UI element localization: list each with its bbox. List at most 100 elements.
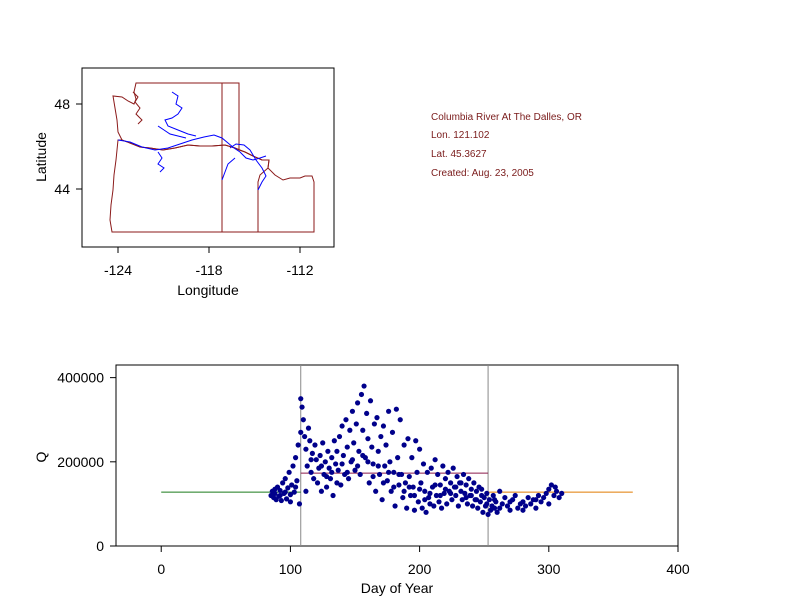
data-point — [404, 505, 410, 511]
data-point — [424, 469, 430, 475]
data-point — [339, 423, 345, 429]
data-point — [484, 501, 490, 507]
data-point — [433, 492, 440, 499]
data-point — [473, 488, 480, 494]
map-frame — [81, 67, 335, 248]
data-point — [286, 469, 292, 475]
data-point — [318, 488, 325, 494]
data-point — [282, 476, 288, 482]
data-point — [502, 494, 508, 501]
data-point — [546, 501, 552, 507]
data-point — [285, 485, 291, 491]
data-point — [370, 473, 376, 480]
data-point — [345, 476, 352, 482]
data-point — [322, 459, 328, 465]
data-point — [389, 429, 396, 435]
data-point — [477, 499, 483, 505]
data-point — [480, 509, 486, 515]
chart-xlabel: Day of Year — [361, 580, 434, 596]
data-point — [440, 463, 446, 469]
data-point — [431, 503, 437, 509]
data-point — [388, 488, 394, 494]
data-point — [304, 463, 310, 469]
data-point — [344, 469, 350, 475]
data-point — [460, 471, 467, 478]
data-point — [520, 507, 526, 513]
data-point — [380, 423, 387, 429]
chart-ylabel: Q — [33, 451, 49, 462]
data-point — [334, 448, 340, 454]
data-point — [391, 484, 397, 490]
data-point — [387, 459, 393, 465]
data-point — [340, 452, 346, 459]
data-point — [428, 465, 434, 471]
data-point — [347, 427, 353, 433]
data-point — [491, 497, 498, 503]
data-point — [417, 486, 423, 492]
data-point — [371, 421, 377, 427]
data-point — [280, 480, 286, 486]
willamette-river — [157, 151, 165, 173]
data-point — [391, 469, 397, 475]
data-point — [307, 438, 313, 444]
data-point — [475, 505, 481, 511]
data-point — [396, 482, 402, 488]
data-point — [386, 408, 392, 414]
data-point — [442, 486, 449, 492]
data-point — [515, 505, 521, 511]
data-point — [458, 488, 464, 494]
data-point — [453, 492, 459, 499]
data-point — [437, 482, 443, 488]
state-borders — [109, 82, 315, 233]
data-point — [559, 490, 565, 496]
data-point — [411, 507, 418, 513]
data-point — [541, 494, 547, 501]
data-point — [432, 457, 438, 463]
data-point — [384, 478, 390, 484]
data-point — [352, 467, 358, 473]
data-point — [553, 488, 560, 494]
data-point — [407, 492, 414, 499]
data-point — [309, 450, 315, 456]
data-point — [375, 463, 381, 469]
data-point — [395, 455, 401, 461]
data-point — [488, 507, 494, 513]
data-point — [329, 455, 335, 461]
data-point — [369, 444, 375, 450]
data-point — [290, 463, 296, 469]
data-point — [454, 473, 460, 480]
data-point — [339, 461, 345, 467]
data-point — [360, 427, 366, 433]
data-point — [423, 509, 429, 515]
data-point — [471, 480, 477, 486]
data-point — [382, 463, 388, 469]
deschutes-river — [221, 157, 236, 181]
data-point — [292, 484, 299, 490]
data-point — [383, 442, 389, 448]
data-point — [507, 499, 513, 505]
data-point — [295, 442, 301, 448]
data-point — [308, 469, 314, 475]
data-point — [380, 480, 387, 486]
data-point — [484, 490, 490, 496]
location-map: -124 -118 -112 48 44 Longitude Latitude — [33, 67, 335, 298]
data-point — [485, 511, 491, 518]
data-point — [370, 461, 376, 467]
data-point — [473, 497, 480, 503]
data-point — [283, 496, 290, 502]
data-point — [445, 469, 451, 475]
upper-columbia — [164, 91, 197, 137]
data-point — [349, 408, 356, 414]
map-xlabel: Longitude — [177, 282, 239, 298]
data-point — [378, 433, 384, 440]
data-point — [420, 461, 427, 467]
data-point — [490, 492, 496, 499]
station-longitude: Lon. 121.102 — [431, 130, 490, 141]
data-point — [448, 480, 454, 486]
data-point — [533, 505, 539, 511]
data-point — [400, 494, 406, 501]
washington-outline — [112, 82, 240, 151]
data-point — [351, 440, 357, 446]
data-point — [302, 433, 308, 440]
